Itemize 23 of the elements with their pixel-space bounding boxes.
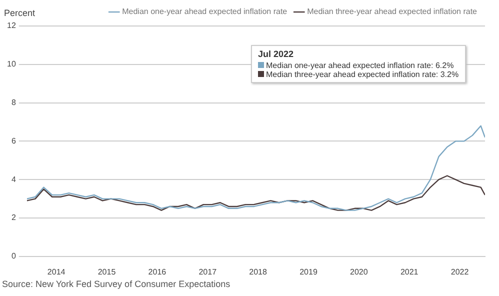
y-tick-label: 10	[6, 60, 16, 69]
x-tick-label: 2016	[148, 267, 167, 276]
x-tick-label: 2018	[249, 267, 268, 276]
x-tick-label: 2014	[47, 267, 66, 276]
y-tick-label: 4	[11, 174, 16, 184]
legend-label: Median three-year ahead expected inflation rate	[307, 7, 478, 16]
x-tick-label: 2017	[198, 267, 218, 276]
y-tick-label: 0	[11, 252, 16, 261]
x-tick-label: 2021	[400, 267, 419, 276]
annotation: Median one-year ahead expected inflation rate: 6.2%	[265, 61, 455, 70]
annotation: Median three-year ahead expected inflation rate: 3.2%	[265, 70, 459, 79]
legend-label: Median one-year ahead expected inflation rate	[122, 7, 288, 16]
source-note: Source: New York Fed Survey of Consumer Expectations	[2, 279, 230, 289]
y-axis-title: Percent	[4, 8, 36, 18]
y-tick-label: 8	[11, 98, 16, 108]
y-tick-label: 6	[11, 136, 16, 146]
x-tick-label: 2020	[350, 267, 368, 276]
y-tick-label: 12	[6, 21, 16, 30]
x-tick-label: 2015	[98, 267, 116, 276]
y-tick-label: 2	[11, 213, 16, 222]
x-tick-label: 2019	[300, 267, 318, 276]
x-tick-label: 2022	[450, 267, 470, 276]
annotation: Jul 2022	[258, 49, 295, 59]
